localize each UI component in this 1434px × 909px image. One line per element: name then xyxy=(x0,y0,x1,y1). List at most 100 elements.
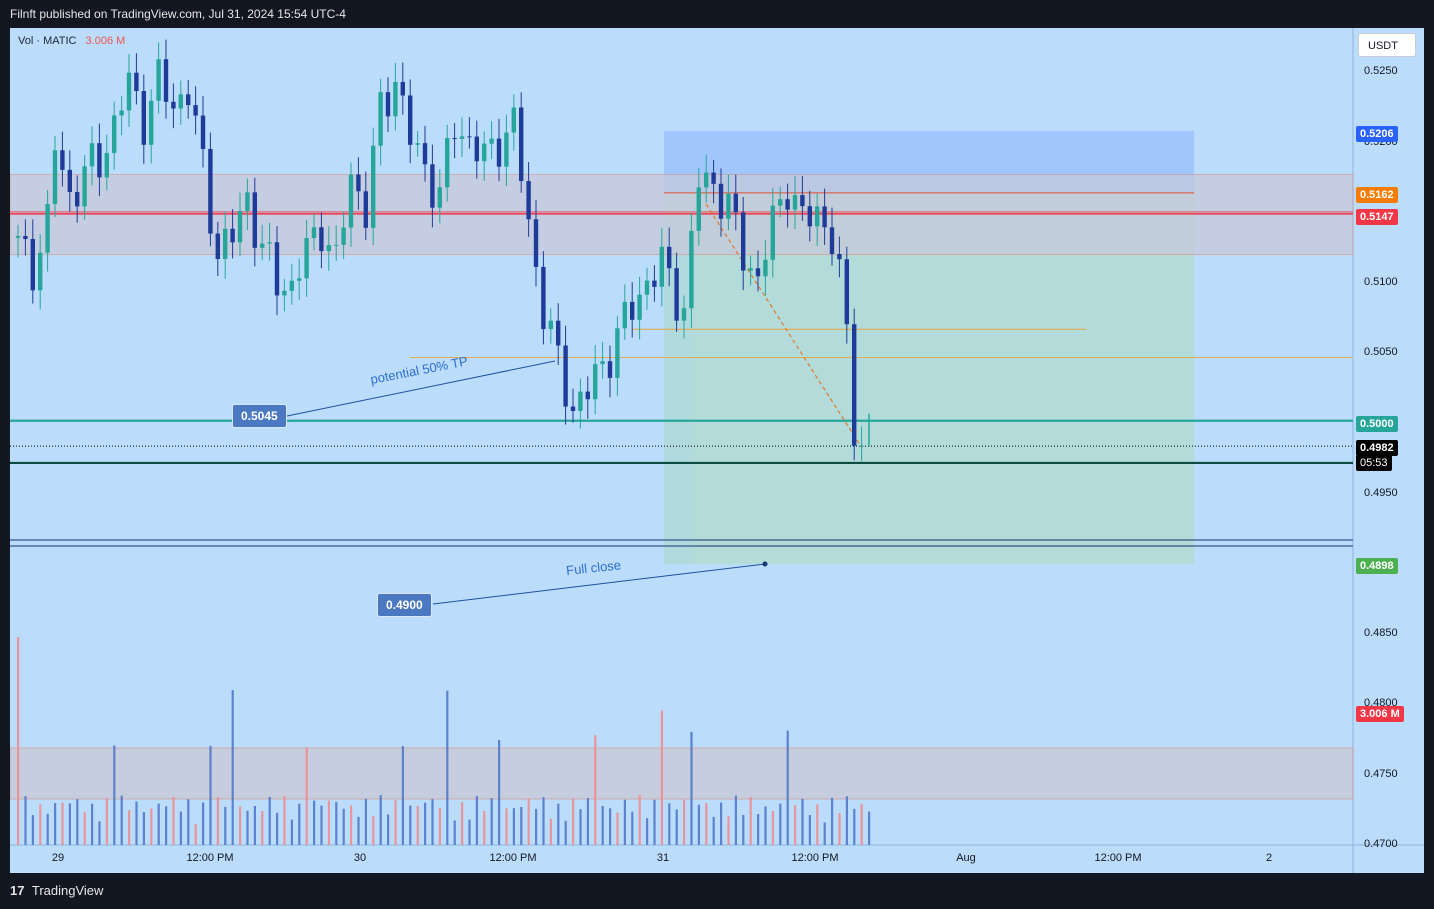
chart-frame[interactable]: Vol · MATIC 3.006 M USDT 0.5250 0.5200 0… xyxy=(10,28,1424,873)
volume-bar xyxy=(24,796,27,845)
volume-bar xyxy=(697,804,700,845)
close-leader-dot xyxy=(762,561,768,567)
volume-bar xyxy=(653,799,656,845)
candle-body xyxy=(126,72,132,111)
candle-body xyxy=(134,72,139,92)
price-label-entry: 0.5162 xyxy=(1356,187,1398,203)
close-price-tag[interactable]: 0.4900 xyxy=(377,593,432,617)
price-label-range-top: 0.5206 xyxy=(1356,126,1398,142)
y-tick: 0.5100 xyxy=(1364,276,1398,288)
volume-bar xyxy=(564,820,567,845)
volume-bar xyxy=(623,799,626,845)
volume-bar xyxy=(98,821,101,845)
volume-bar xyxy=(246,810,249,845)
volume-bar xyxy=(453,820,456,845)
candle-body xyxy=(718,183,724,219)
candle-body xyxy=(23,235,28,240)
legend-value: 3.006 M xyxy=(85,35,126,47)
volume-bar xyxy=(327,800,330,845)
candle-body xyxy=(149,100,154,145)
volume-bar xyxy=(557,803,560,845)
candle-body xyxy=(260,243,265,248)
candle-body xyxy=(659,246,664,287)
currency-button[interactable]: USDT xyxy=(1358,33,1416,57)
candle-body xyxy=(67,169,72,193)
volume-bar xyxy=(838,813,841,845)
candle-body xyxy=(459,136,465,139)
candle-body xyxy=(689,230,694,309)
volume-bar xyxy=(17,637,20,845)
x-tick: 2 xyxy=(1265,852,1273,864)
countdown-label: 05:53 xyxy=(1356,455,1392,471)
candle-body xyxy=(186,94,191,106)
price-label-red-line: 0.5147 xyxy=(1356,209,1398,225)
candle-body xyxy=(252,192,257,248)
candle-body xyxy=(304,238,309,279)
volume-bar xyxy=(91,803,94,845)
volume-bar xyxy=(712,816,715,845)
candle-body xyxy=(852,324,857,446)
legend-label: Vol · MATIC xyxy=(18,35,77,47)
volume-bar xyxy=(320,805,323,845)
volume-bar xyxy=(771,810,774,845)
candle-body xyxy=(607,361,613,378)
volume-bar xyxy=(742,814,745,845)
candle-body xyxy=(652,280,657,287)
volume-bar xyxy=(283,796,286,845)
x-tick: 29 xyxy=(51,852,65,864)
candle-body xyxy=(474,136,479,162)
volume-bar xyxy=(520,807,523,845)
candle-body xyxy=(82,166,87,207)
volume-bar xyxy=(350,805,353,845)
x-tick: 31 xyxy=(656,852,670,864)
volume-bar xyxy=(105,798,108,845)
candle-body xyxy=(526,181,531,220)
volume-bar xyxy=(816,804,819,845)
tradingview-logo[interactable]: 17 TradingView xyxy=(10,883,103,898)
candle-body xyxy=(30,239,35,291)
candle-body xyxy=(792,195,798,210)
volume-bar xyxy=(764,806,767,845)
volume-bar xyxy=(734,795,737,845)
candle-body xyxy=(171,101,176,109)
candle-body xyxy=(400,81,405,96)
candle-body xyxy=(193,105,198,116)
candle-body xyxy=(778,199,783,206)
volume-bar xyxy=(83,812,86,845)
candle-body xyxy=(600,361,605,365)
volume-bar xyxy=(372,815,375,845)
volume-bar xyxy=(705,802,708,845)
candle-body xyxy=(674,268,679,321)
x-tick: Aug xyxy=(956,852,976,864)
price-chart[interactable] xyxy=(10,28,1424,873)
volume-bar xyxy=(379,795,382,845)
candle-body xyxy=(363,191,368,228)
volume-bar xyxy=(46,813,49,845)
volume-bar xyxy=(779,803,782,845)
x-tick: 12:00 PM xyxy=(489,852,537,864)
volume-bar xyxy=(461,802,464,845)
volume-label: 3.006 M xyxy=(1356,706,1404,722)
candle-body xyxy=(541,266,546,330)
candle-body xyxy=(371,145,376,228)
volume-bar xyxy=(549,818,552,845)
candle-body xyxy=(593,364,598,400)
candle-body xyxy=(45,204,50,253)
candle-body xyxy=(667,246,672,269)
volume-bar xyxy=(535,808,538,845)
candle-body xyxy=(52,150,58,205)
tp-price-tag[interactable]: 0.5045 xyxy=(232,404,287,428)
volume-bar xyxy=(357,816,360,845)
candle-body xyxy=(755,268,761,277)
volume-bar xyxy=(298,803,301,845)
volume-bar xyxy=(31,815,34,845)
volume-bar xyxy=(128,810,131,845)
x-tick: 12:00 PM xyxy=(186,852,234,864)
volume-legend[interactable]: Vol · MATIC 3.006 M xyxy=(18,35,125,47)
volume-bar xyxy=(290,819,293,845)
candle-body xyxy=(556,320,561,346)
candle-body xyxy=(741,212,746,271)
volume-bar xyxy=(646,818,649,845)
volume-bar xyxy=(572,798,575,845)
candle-body xyxy=(112,115,117,153)
